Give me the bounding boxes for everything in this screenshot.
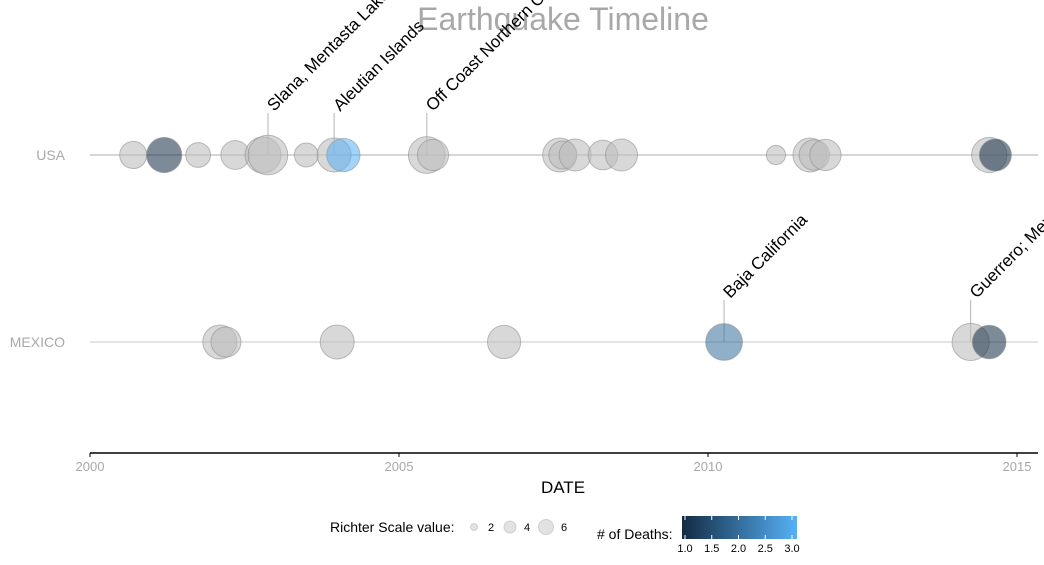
color-legend-label: 1.0 xyxy=(677,543,692,555)
earthquake-point xyxy=(705,323,743,361)
earthquake-point xyxy=(247,134,289,176)
earthquake-point xyxy=(486,324,522,360)
size-legend-label: 4 xyxy=(524,522,530,534)
earthquake-point xyxy=(765,144,787,166)
earthquake-point xyxy=(604,138,638,172)
chart-title: Earthquake Timeline xyxy=(417,1,709,37)
country-lines: USA MEXICO xyxy=(10,147,1038,350)
earthquake-point xyxy=(146,136,183,174)
size-legend-label: 2 xyxy=(488,522,494,534)
earthquake-point xyxy=(971,324,1007,360)
color-legend-label: 2.5 xyxy=(758,543,773,555)
size-legend-label: 6 xyxy=(561,522,567,534)
x-tick-label: 2010 xyxy=(694,459,723,474)
earthquake-point xyxy=(319,324,355,360)
country-label-usa: USA xyxy=(36,147,65,163)
annotation-label: Guerrero; Mexico City xyxy=(966,171,1044,302)
x-tick-label: 2000 xyxy=(76,459,105,474)
color-legend-label: 2.0 xyxy=(731,543,746,555)
earthquake-points xyxy=(119,134,1012,362)
size-legend-key xyxy=(538,519,554,535)
annotation-label: Baja California xyxy=(719,210,811,302)
size-legend-title: Richter Scale value: xyxy=(330,519,455,535)
color-legend-title: # of Deaths: xyxy=(597,526,673,542)
earthquake-point xyxy=(558,138,592,172)
size-legend-key xyxy=(470,523,478,531)
earthquake-point xyxy=(809,138,842,172)
earthquake-point xyxy=(326,137,361,173)
x-axis-title: DATE xyxy=(541,478,585,497)
color-legend-label: 3.0 xyxy=(784,543,799,555)
earthquake-point xyxy=(293,142,319,168)
x-tick-label: 2015 xyxy=(1003,459,1032,474)
legend: Richter Scale value: 2 4 6 # of Deaths: 1.0 1.… xyxy=(330,516,800,555)
x-tick-label: 2005 xyxy=(385,459,414,474)
size-legend-key xyxy=(503,520,517,534)
x-axis: 2000 2005 2010 2015 xyxy=(76,452,1038,474)
earthquake-point xyxy=(210,326,242,358)
earthquake-point xyxy=(119,140,148,170)
color-legend-label: 1.5 xyxy=(704,543,719,555)
earthquake-point xyxy=(185,142,212,168)
country-label-mexico: MEXICO xyxy=(10,334,65,350)
earthquake-point xyxy=(978,138,1012,172)
color-legend-bar xyxy=(682,516,797,539)
earthquake-point xyxy=(416,138,450,172)
